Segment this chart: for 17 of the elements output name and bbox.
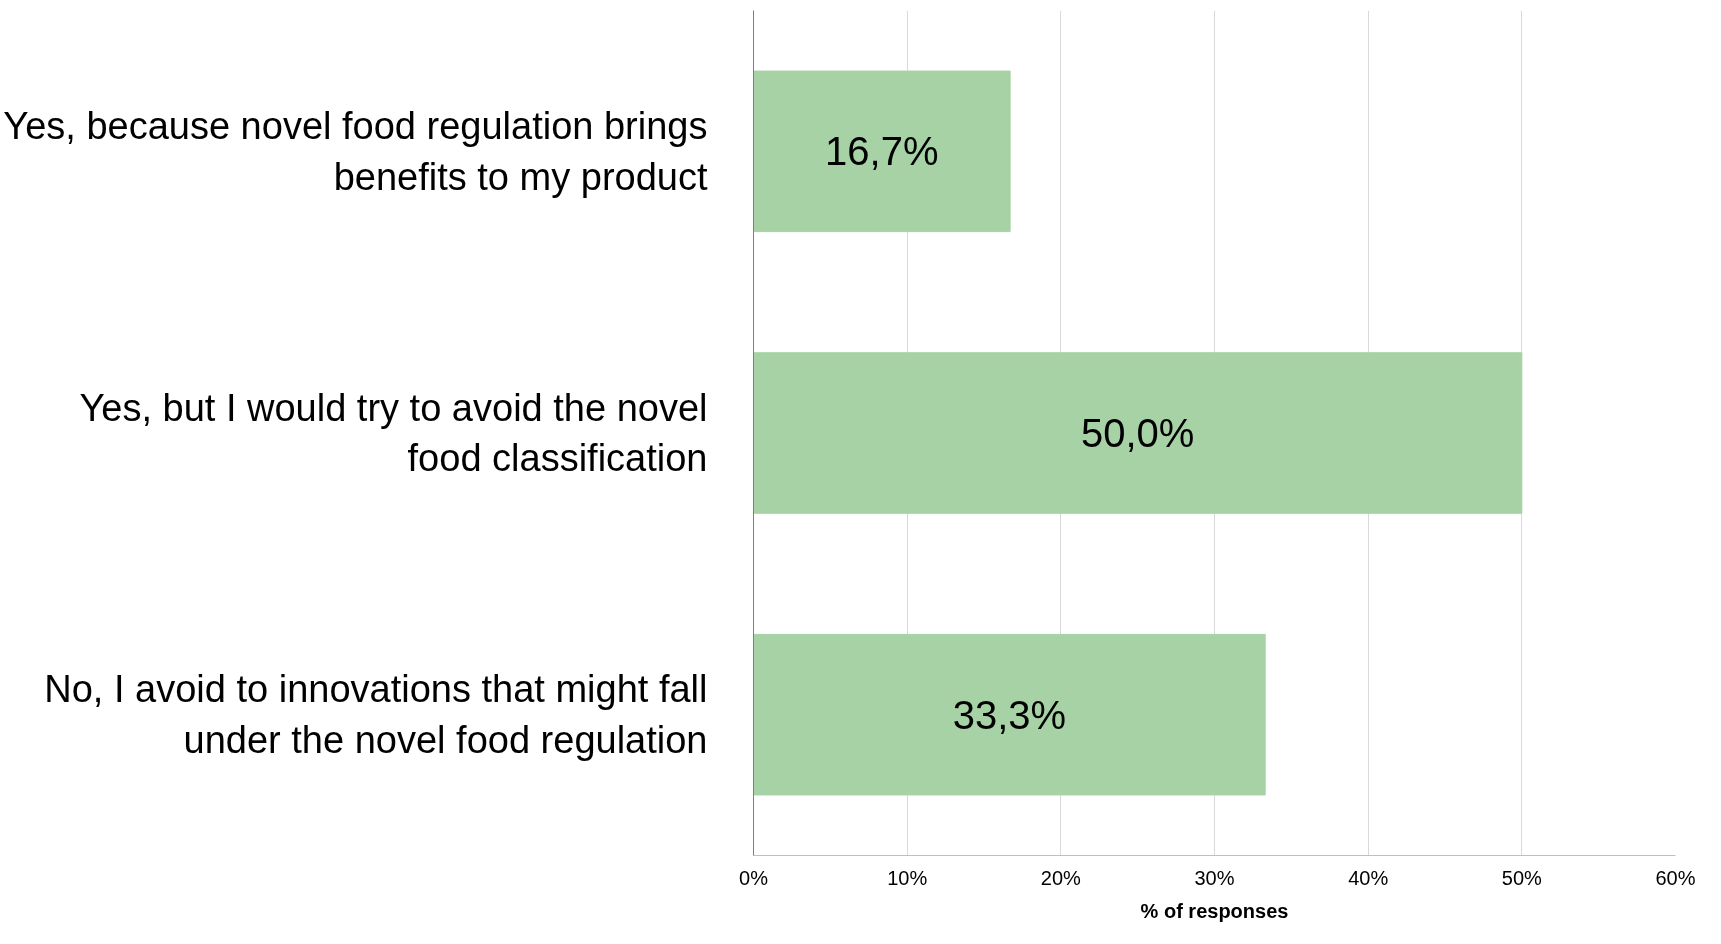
y-tick-label: Yes, because novel food regulation brings benefits to my product — [3, 105, 708, 198]
data-label: 33,3% — [952, 692, 1067, 737]
data-label: 50,0% — [1080, 411, 1195, 455]
x-tick-label: 20% — [1040, 866, 1082, 889]
y-tick-label: Yes, but I would try to avoid the novel food classification — [79, 386, 708, 480]
data-label: 16,7% — [825, 129, 939, 174]
bar — [753, 70, 1011, 233]
x-tick-label: 10% — [887, 866, 928, 889]
bar — [753, 352, 1523, 514]
x-tick-label: 50% — [1501, 866, 1543, 889]
x-tick-label: 40% — [1348, 866, 1389, 889]
x-tick-label: 0% — [739, 866, 769, 889]
x-tick-label: 60% — [1655, 866, 1696, 889]
x-axis-title: % of responses — [1140, 899, 1289, 922]
bar — [753, 633, 1266, 796]
x-tick-label: 30% — [1194, 866, 1235, 889]
y-tick-label: No, I avoid to innovations that might fall under the novel food regulation — [44, 668, 708, 761]
